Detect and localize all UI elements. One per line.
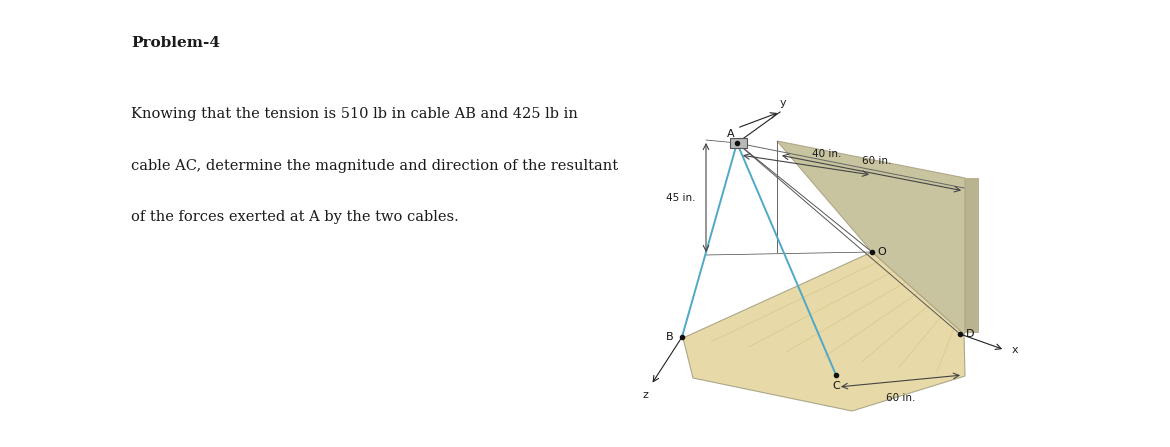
Text: 60 in.: 60 in.: [862, 156, 892, 165]
Text: C: C: [832, 381, 840, 391]
Polygon shape: [965, 178, 978, 332]
Polygon shape: [683, 252, 965, 411]
Text: 45 in.: 45 in.: [667, 193, 696, 202]
Text: Problem-4: Problem-4: [131, 36, 220, 50]
Polygon shape: [777, 141, 965, 334]
Text: D: D: [966, 329, 975, 339]
Text: z: z: [642, 390, 648, 400]
Text: x: x: [1012, 345, 1018, 355]
Text: Knowing that the tension is 510 lb in cable AB and 425 lb in: Knowing that the tension is 510 lb in ca…: [131, 107, 578, 121]
Text: O: O: [878, 247, 887, 257]
Text: cable AC, determine the magnitude and direction of the resultant: cable AC, determine the magnitude and di…: [131, 159, 618, 173]
Text: 60 in.: 60 in.: [886, 393, 915, 403]
Text: of the forces exerted at A by the two cables.: of the forces exerted at A by the two ca…: [131, 210, 459, 224]
Text: y: y: [779, 98, 786, 108]
Bar: [730, 138, 748, 148]
Text: B: B: [666, 332, 674, 342]
Text: A: A: [727, 129, 734, 139]
Text: 40 in.: 40 in.: [812, 149, 841, 159]
